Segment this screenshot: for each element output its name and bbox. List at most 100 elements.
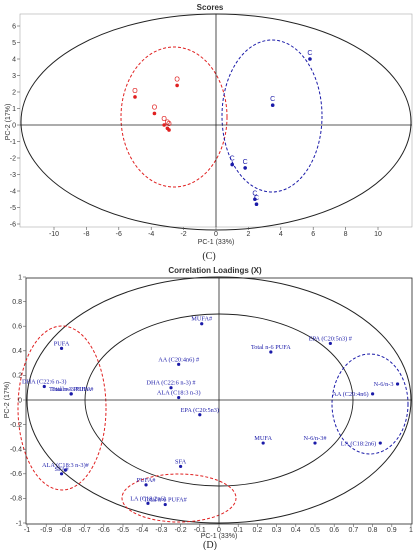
scores-ytick-label: 5 [12,40,16,47]
loadings-ytick-label: 0 [18,397,22,404]
loading-point [179,464,183,469]
loadings-xtick-label: 0.6 [329,527,339,534]
loadings-xtick-label: 0 [217,527,221,534]
loading-point [378,441,382,445]
caption-c: (C) [202,251,215,262]
loading-point [146,501,150,505]
loadings-xtick-label: 0.5 [310,527,320,534]
scores-point [270,103,275,107]
scores-panel: Scores -10 -8 -6 -4 -2 0 2 4 6 8 10-6-5-4-3-2-1012… [5,3,413,262]
scores-point [167,128,171,132]
scores-point-label: O [165,119,171,126]
loadings-xtick-label: 0.8 [368,527,378,534]
loadings-xtick-label: -0.5 [117,527,129,534]
scores-ytick-label: 0 [12,122,16,129]
loading-point [42,384,46,389]
loadings-ytick-label: 1 [18,274,22,281]
loading-point-label: N-6/n-3 [374,381,394,388]
loading-point-label: AA (C20:4n6) # [158,356,200,363]
loading-point-label: DHA (C22:6 n-3) # [146,380,196,387]
loadings-xtick-label: 0.4 [291,527,301,534]
loadings-xtick-label: -0.2 [175,527,187,534]
scores-point-label: O [161,116,167,123]
scores-point [152,111,157,116]
loading-point-label: Total n-3 PUFA # [49,386,94,393]
scores-point [254,202,259,206]
loading-point [144,483,148,487]
loading-point [313,441,317,445]
loading-point-label: PUFA [54,340,70,347]
scores-point-label: C [230,156,235,163]
scores-xtick-label: -6 [116,231,122,238]
scores-red-group-ellipse [120,46,228,188]
loadings-xtick-label: -0.4 [136,527,148,534]
loadings-xtick-label: -1 [24,527,30,534]
scores-ytick-label: 2 [12,89,16,96]
loadings-blue-right-ellipse [331,353,409,455]
loadings-xtick-label: -0.6 [98,527,110,534]
loadings-xtick-label: 1 [409,527,413,534]
loadings-ytick-label: -0.6 [10,471,22,478]
loading-point-label: ALA (C18:3 n-3)# [42,462,90,469]
scores-point-label: C [307,50,312,57]
loadings-red-left-ellipse [17,325,107,491]
loading-point [177,395,181,400]
loadings-xtick-label: 0.9 [387,527,397,534]
loadings-ytick-label: -1 [16,520,22,527]
loadings-ytick-label: 0.6 [12,324,22,331]
loading-point [269,350,273,354]
loading-point-label: MUFA# [191,316,213,323]
loadings-xtick-label: 0.2 [253,527,263,534]
scores-ytick-label: 1 [12,106,16,113]
loading-point-label: LA (C18:2n6) [130,495,166,502]
loadings-ytick-label: 0.8 [12,299,22,306]
loading-point [63,468,67,472]
loading-point-label: Total n-6 PUFA [251,344,291,351]
scores-point [133,95,137,99]
scores-ytick-label: -5 [10,205,16,212]
loadings-xtick-label: -0.1 [194,527,206,534]
scores-ytick-label: 3 [12,73,16,80]
caption-d: (D) [203,540,217,550]
loading-point-label: SFA# [54,466,69,473]
loading-point [371,392,375,396]
loadings-title: Correlation Loadings (X) [168,266,262,275]
scores-ytick-label: 4 [12,56,16,63]
scores-ytick-label: -4 [10,188,16,195]
loading-point [59,346,64,350]
loadings-xtick-label: 0.3 [272,527,282,534]
loading-point [163,502,167,507]
loading-point [198,413,202,417]
loading-point-label: Total n-6 PUFA# [144,497,188,504]
scores-xtick-label: 10 [374,231,382,238]
loadings-xtick-label: -0.3 [155,527,167,534]
loadings-ytick-label: -0.4 [10,447,22,454]
loadings-xtick-label: 0.7 [349,527,359,534]
loading-point [328,341,332,346]
scores-point [162,123,166,127]
loading-point-label: LA (C18:2n6) [341,440,377,447]
scores-ylabel: PC-2 (17%) [5,104,12,141]
loadings-ytick-label: -0.8 [10,496,22,503]
scores-point [243,166,247,170]
scores-xtick-label: -2 [180,231,186,238]
loading-point-label: ALA (C18:3 n-3) [157,390,201,397]
loadings-ytick-label: 0.2 [12,373,22,380]
loadings-red-bottom-ellipse [121,473,237,523]
scores-point [253,197,257,202]
scores-point [230,162,234,167]
scores-point-label: O [152,104,158,111]
scores-point-label: C [270,96,275,103]
loading-point-label: EPA (C20:5n3) # [309,335,353,342]
scores-ytick-label: -6 [10,221,16,228]
loading-point [177,362,181,366]
scores-point-label: O [132,88,138,95]
scores-ytick-label: 6 [12,23,16,30]
scores-xtick-label: 8 [344,231,348,238]
scores-point [308,57,312,61]
scores-point-label: C [243,159,248,166]
loadings-xtick-label: -0.7 [79,527,91,534]
